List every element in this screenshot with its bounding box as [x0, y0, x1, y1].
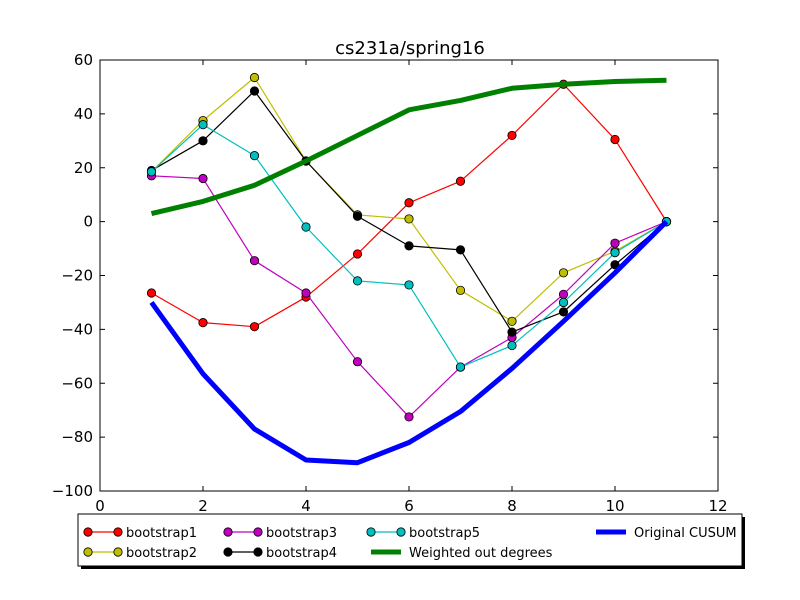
- y-tick-label: −80: [61, 428, 93, 446]
- legend-item-bootstrap5: bootstrap5: [366, 526, 480, 541]
- legend-item-bootstrap4: bootstrap4: [223, 546, 337, 561]
- legend-label: bootstrap2: [126, 546, 197, 561]
- series-line-weighted-out-degrees: [150, 77, 667, 216]
- legend-label: Weighted out degrees: [409, 546, 553, 561]
- data-point: [198, 173, 208, 184]
- legend-item-original-cusum: Original CUSUM: [596, 526, 737, 541]
- legend-swatch-marker: [113, 527, 123, 537]
- legend-swatch-marker: [253, 527, 263, 537]
- data-point: [455, 176, 466, 186]
- y-tick-label: 20: [74, 159, 93, 177]
- data-point: [558, 307, 569, 317]
- legend-label: bootstrap3: [266, 526, 337, 541]
- data-point: [198, 120, 208, 130]
- y-tick-label: 60: [74, 51, 93, 69]
- data-point: [507, 327, 517, 337]
- data-point: [146, 167, 157, 177]
- data-point: [404, 412, 414, 422]
- series-weighted-out-degrees: [150, 77, 667, 216]
- x-tick-label: 0: [95, 497, 105, 515]
- data-point: [352, 249, 363, 259]
- y-tick-label: −40: [61, 320, 93, 338]
- legend-item-bootstrap2: bootstrap2: [83, 546, 197, 561]
- data-point: [352, 276, 363, 286]
- data-point: [352, 211, 363, 221]
- y-tick-label: 0: [83, 213, 93, 231]
- data-point: [404, 280, 414, 290]
- data-point: [249, 72, 260, 83]
- data-point: [558, 297, 569, 308]
- data-point: [558, 268, 569, 278]
- y-tick-label: −20: [61, 267, 93, 285]
- data-point: [404, 214, 414, 224]
- legend-label: bootstrap5: [409, 526, 480, 541]
- data-point: [249, 86, 260, 96]
- data-point: [455, 285, 466, 295]
- y-tick-label: −100: [52, 482, 93, 500]
- data-point: [249, 256, 260, 266]
- series-bootstrap5: [146, 120, 672, 372]
- axis-ticks: 0 2 4 6 8 10 12 −100 −80 −60 −40 −20 0 20 40 60: [52, 51, 728, 515]
- legend-item-bootstrap3: bootstrap3: [223, 526, 337, 541]
- data-point: [610, 134, 620, 145]
- legend-swatch-marker: [223, 547, 233, 557]
- legend-label: bootstrap1: [126, 526, 197, 541]
- series-original-cusum: [149, 219, 669, 466]
- data-point: [610, 248, 620, 258]
- legend-swatch-marker: [253, 547, 263, 557]
- legend-item-bootstrap1: bootstrap1: [83, 526, 197, 541]
- x-tick-label: 2: [198, 497, 208, 515]
- legend-swatch-marker: [83, 547, 93, 557]
- data-point: [301, 288, 311, 298]
- y-tick-label: −60: [61, 374, 93, 392]
- data-point: [507, 340, 517, 351]
- legend-swatch-marker: [223, 527, 233, 537]
- data-point: [301, 222, 311, 232]
- data-point: [249, 151, 260, 161]
- data-point: [455, 245, 466, 255]
- legend-label: bootstrap4: [266, 546, 337, 561]
- data-point: [146, 288, 157, 298]
- legend-label: Original CUSUM: [634, 526, 737, 541]
- data-point: [610, 260, 620, 270]
- data-point: [198, 136, 208, 146]
- data-point: [455, 362, 466, 372]
- data-point: [404, 241, 414, 251]
- x-tick-label: 12: [708, 497, 727, 515]
- data-point: [558, 289, 569, 299]
- legend-swatch-marker: [366, 527, 376, 537]
- data-point: [507, 130, 517, 141]
- data-point: [404, 198, 414, 208]
- legend-item-weighted-out-degrees: Weighted out degrees: [371, 546, 553, 561]
- legend: bootstrap1 bootstrap2 bootstrap3 bootstrap4…: [77, 513, 745, 569]
- chart-title: cs231a/spring16: [335, 38, 485, 59]
- x-tick-label: 8: [507, 497, 517, 515]
- data-point: [507, 316, 517, 326]
- series-line-original-cusum: [149, 219, 669, 466]
- x-tick-label: 10: [605, 497, 624, 515]
- data-point: [610, 238, 620, 248]
- data-point: [198, 318, 208, 328]
- legend-items: bootstrap1 bootstrap2 bootstrap3 bootstrap4…: [83, 526, 737, 561]
- data-point: [249, 322, 260, 332]
- legend-swatch-marker: [83, 527, 93, 537]
- x-tick-label: 4: [301, 497, 311, 515]
- legend-swatch-marker: [396, 527, 406, 537]
- y-tick-label: 40: [74, 105, 93, 123]
- x-tick-label: 6: [404, 497, 414, 515]
- legend-swatch-marker: [113, 547, 123, 557]
- plot-area: [100, 60, 718, 491]
- legend-box: [77, 513, 743, 567]
- plot-layer: [146, 72, 672, 466]
- data-point: [352, 357, 363, 367]
